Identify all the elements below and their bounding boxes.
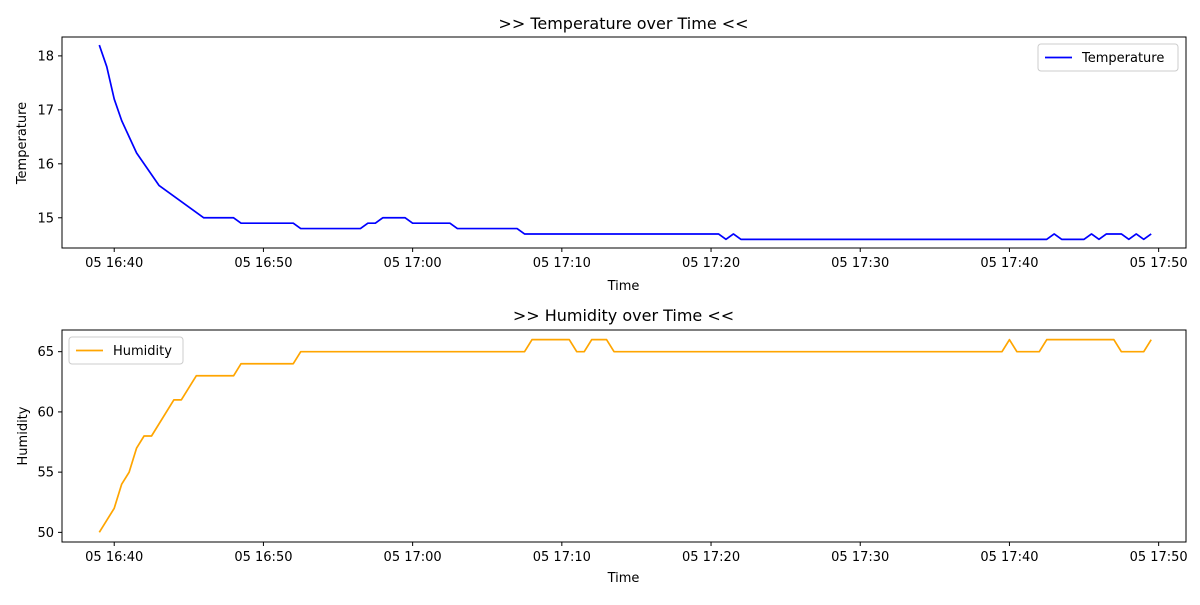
y-tick-label: 50: [37, 526, 54, 541]
temperature-chart: >> Temperature over Time << Time Tempera…: [15, 14, 1188, 294]
x-tick-label: 05 17:30: [831, 256, 889, 271]
y-tick-label: 18: [37, 49, 54, 64]
humidity-chart: >> Humidity over Time << Time Humidity 0…: [16, 306, 1188, 586]
legend-label: Temperature: [1081, 51, 1164, 66]
x-tick-label: 05 16:40: [85, 256, 143, 271]
x-tick-label: 05 16:50: [234, 256, 292, 271]
x-tick-label: 05 17:10: [533, 550, 591, 565]
x-tick-label: 05 17:00: [384, 550, 442, 565]
chart-title: >> Temperature over Time <<: [498, 14, 748, 33]
x-axis-label: Time: [607, 279, 640, 294]
legend: Humidity: [68, 336, 184, 365]
x-tick-label: 05 17:30: [831, 550, 889, 565]
legend: Temperature: [1037, 43, 1179, 72]
x-tick-label: 05 17:50: [1130, 550, 1188, 565]
x-tick-label: 05 16:40: [85, 550, 143, 565]
x-tick-label: 05 17:40: [980, 256, 1038, 271]
x-tick-label: 05 17:00: [384, 256, 442, 271]
legend-box: [1037, 43, 1179, 72]
x-tick-label: 05 17:20: [682, 256, 740, 271]
x-tick-label: 05 17:50: [1130, 256, 1188, 271]
y-tick-label: 60: [37, 405, 54, 420]
plot-frame: [61, 36, 1187, 249]
x-tick-label: 05 17:40: [980, 550, 1038, 565]
x-tick-label: 05 16:50: [234, 550, 292, 565]
legend-label: Humidity: [113, 344, 172, 359]
chart-title: >> Humidity over Time <<: [513, 306, 734, 325]
series-line-temperature: [98, 44, 1152, 241]
y-tick-label: 65: [37, 345, 54, 360]
y-tick-label: 17: [37, 103, 54, 118]
x-tick-label: 05 17:20: [682, 550, 740, 565]
y-tick-label: 55: [37, 466, 54, 481]
x-tick-label: 05 17:10: [533, 256, 591, 271]
y-tick-label: 15: [37, 211, 54, 226]
y-axis-label: Temperature: [15, 102, 30, 185]
y-axis-label: Humidity: [16, 406, 31, 465]
plot-frame: [61, 329, 1187, 543]
series-line-humidity: [98, 338, 1152, 533]
x-axis-label: Time: [607, 571, 640, 586]
legend-box: [68, 336, 184, 365]
y-tick-label: 16: [37, 157, 54, 172]
